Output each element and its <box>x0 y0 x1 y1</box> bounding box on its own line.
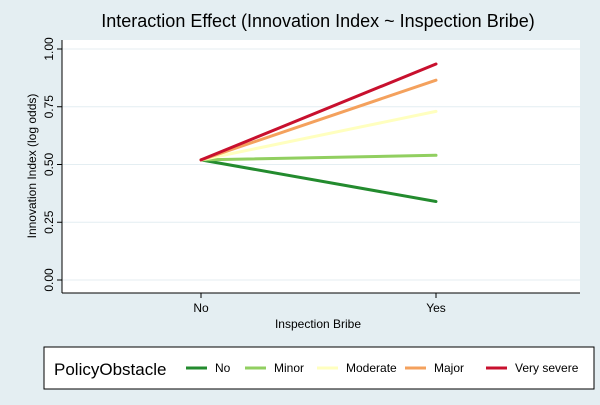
legend-label: Moderate <box>346 361 397 375</box>
grid-layer <box>62 48 580 281</box>
x-ticks: No Yes <box>193 293 446 315</box>
legend-label: Minor <box>274 361 304 375</box>
y-axis-label: Innovation Index (log odds) <box>25 94 39 239</box>
series-line-minor <box>199 153 438 162</box>
y-tick-label: 0.00 <box>42 268 56 292</box>
series-line-very-severe <box>199 62 438 162</box>
series-line-no <box>199 158 438 203</box>
x-tick-label: Yes <box>426 301 446 315</box>
legend-title: PolicyObstacle <box>54 360 166 379</box>
x-tick-label: No <box>193 301 209 315</box>
legend-label: Major <box>434 361 464 375</box>
x-axis-label: Inspection Bribe <box>275 317 361 331</box>
chart-title: Interaction Effect (Innovation Index ~ I… <box>101 11 534 31</box>
legend-entries: No Minor Moderate Major Very severe <box>186 361 579 375</box>
plot-area <box>62 40 580 293</box>
series-lines <box>199 62 438 203</box>
y-tick-label: 1.00 <box>42 37 56 61</box>
legend-label: Very severe <box>515 361 579 375</box>
series-line-major <box>199 78 438 162</box>
y-tick-label: 0.25 <box>42 210 56 234</box>
legend-label: No <box>215 361 231 375</box>
y-tick-label: 0.50 <box>42 152 56 176</box>
series-line-moderate <box>199 109 438 162</box>
y-ticks: 0.00 0.25 0.50 0.75 1.00 <box>42 37 62 292</box>
y-tick-label: 0.75 <box>42 95 56 119</box>
